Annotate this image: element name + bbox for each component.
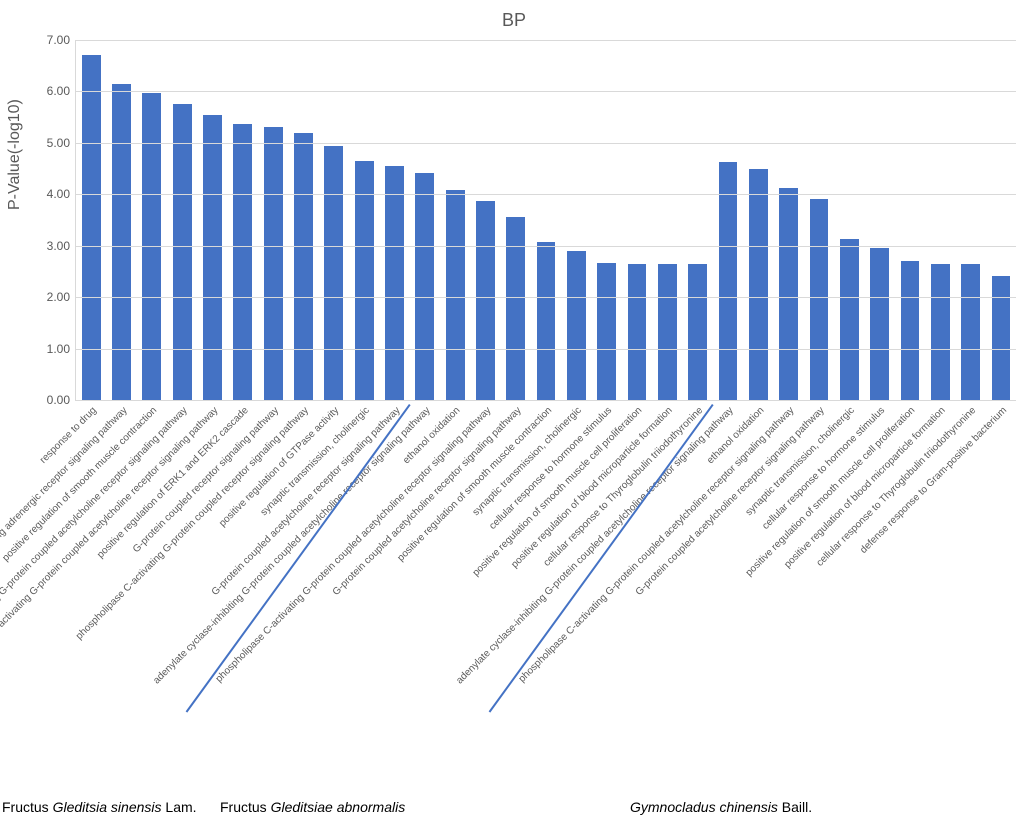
y-tick-label: 1.00	[47, 342, 70, 356]
gridline	[76, 246, 1016, 247]
bar-slot	[228, 40, 258, 400]
bar	[779, 188, 798, 400]
bar	[719, 162, 738, 400]
bar-slot	[713, 40, 743, 400]
bar-slot	[410, 40, 440, 400]
bar	[810, 199, 829, 400]
bar	[233, 124, 252, 400]
bar-slot	[652, 40, 682, 400]
bar	[901, 261, 920, 400]
bar-slot	[349, 40, 379, 400]
bar-slot	[804, 40, 834, 400]
bar	[597, 263, 616, 400]
bar-slot	[895, 40, 925, 400]
bar-slot	[865, 40, 895, 400]
bar	[173, 104, 192, 400]
y-tick-label: 0.00	[47, 393, 70, 407]
gridline	[76, 40, 1016, 41]
bar-slot	[288, 40, 318, 400]
bar	[506, 217, 525, 400]
y-tick-label: 3.00	[47, 239, 70, 253]
bar-slot	[774, 40, 804, 400]
bar-slot	[470, 40, 500, 400]
bar	[446, 190, 465, 400]
y-axis-label: P-Value(-log10)	[6, 99, 24, 210]
bar	[749, 169, 768, 400]
bar-slot	[622, 40, 652, 400]
group-label: Fructus Gleditsiae abnormalis	[220, 799, 405, 815]
bar	[658, 264, 677, 400]
bar-slot	[106, 40, 136, 400]
bar	[567, 251, 586, 400]
bar	[688, 264, 707, 400]
bar	[840, 239, 859, 400]
bar-slot	[197, 40, 227, 400]
bar	[324, 146, 343, 400]
bar-slot	[167, 40, 197, 400]
bar-slot	[258, 40, 288, 400]
bar	[476, 201, 495, 400]
bar-slot	[834, 40, 864, 400]
chart-title: BP	[0, 10, 1028, 31]
bar	[294, 133, 313, 400]
bar-slot	[137, 40, 167, 400]
bar-slot	[592, 40, 622, 400]
gridline	[76, 297, 1016, 298]
gridline	[76, 349, 1016, 350]
bar	[355, 161, 374, 400]
x-tick-label: defense response to Gram-positive bacter…	[858, 405, 1009, 556]
y-tick-label: 6.00	[47, 84, 70, 98]
group-label: Fructus Gleditsia sinensis Lam.	[2, 799, 197, 815]
bar	[931, 264, 950, 400]
group-label: Gymnocladus chinensis Baill.	[630, 799, 812, 815]
y-tick-label: 7.00	[47, 33, 70, 47]
bar	[203, 115, 222, 400]
bar-container	[76, 40, 1016, 400]
bar-slot	[743, 40, 773, 400]
bar	[415, 173, 434, 400]
bp-bar-chart: BP P-Value(-log10) 0.001.002.003.004.005…	[0, 0, 1028, 821]
bar-slot	[379, 40, 409, 400]
plot-area: 0.001.002.003.004.005.006.007.00	[75, 40, 1016, 401]
bar-slot	[561, 40, 591, 400]
bar-slot	[683, 40, 713, 400]
bar	[385, 166, 404, 401]
bar-slot	[925, 40, 955, 400]
y-tick-label: 4.00	[47, 187, 70, 201]
bar-slot	[986, 40, 1016, 400]
bar	[628, 264, 647, 400]
bar-slot	[319, 40, 349, 400]
bar-slot	[956, 40, 986, 400]
gridline	[76, 194, 1016, 195]
x-axis-labels: response to drugadenylate cyclase-activa…	[75, 400, 1015, 740]
bar-slot	[531, 40, 561, 400]
bar-slot	[440, 40, 470, 400]
bar	[264, 127, 283, 400]
gridline	[76, 91, 1016, 92]
bar	[112, 84, 131, 400]
y-tick-label: 2.00	[47, 290, 70, 304]
bar	[537, 242, 556, 400]
gridline	[76, 143, 1016, 144]
bar	[992, 276, 1011, 400]
bar	[870, 248, 889, 400]
y-tick-label: 5.00	[47, 136, 70, 150]
bar-slot	[501, 40, 531, 400]
bar-slot	[76, 40, 106, 400]
bar	[961, 264, 980, 400]
